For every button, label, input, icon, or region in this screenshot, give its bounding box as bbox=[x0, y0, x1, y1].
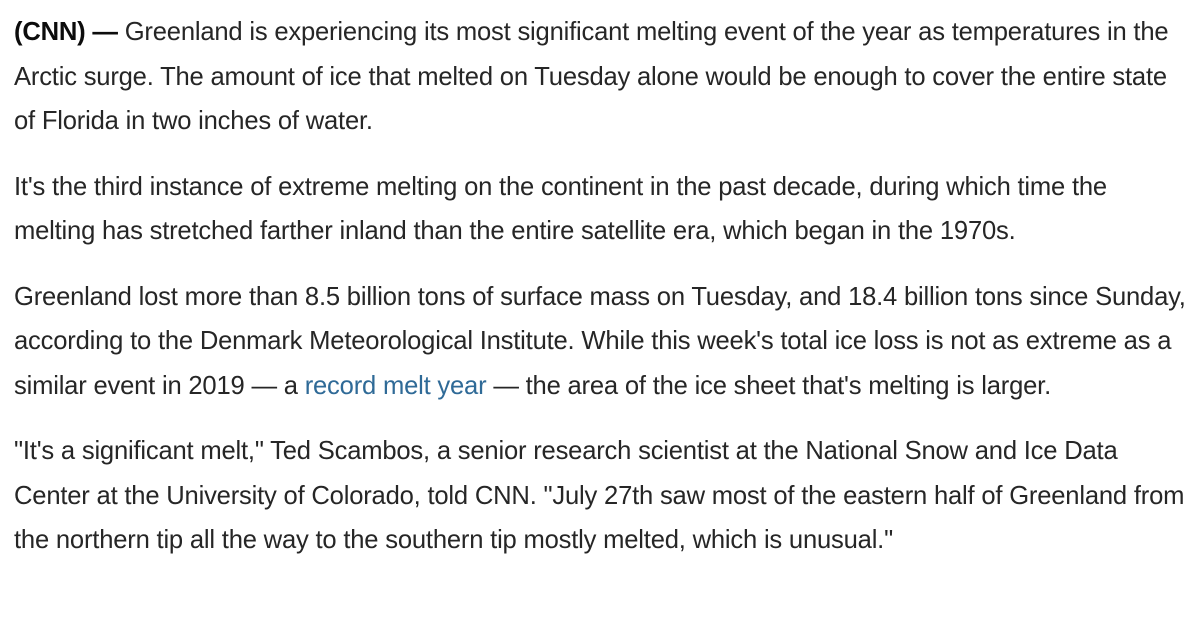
article-body: (CNN) — Greenland is experiencing its mo… bbox=[14, 10, 1186, 563]
article-paragraph-2: It's the third instance of extreme melti… bbox=[14, 165, 1186, 254]
paragraph-2-text: It's the third instance of extreme melti… bbox=[14, 172, 1107, 246]
article-paragraph-4: "It's a significant melt," Ted Scambos, … bbox=[14, 429, 1186, 563]
article-paragraph-1: (CNN) — Greenland is experiencing its mo… bbox=[14, 10, 1186, 144]
paragraph-4-text: "It's a significant melt," Ted Scambos, … bbox=[14, 437, 1185, 554]
paragraph-1-text: Greenland is experiencing its most signi… bbox=[14, 18, 1169, 135]
source-tag: (CNN) — bbox=[14, 18, 118, 46]
record-melt-year-link[interactable]: record melt year bbox=[304, 371, 487, 400]
paragraph-3-text-after-link: — the area of the ice sheet that's melti… bbox=[486, 371, 1051, 400]
paragraph-3-text-before-link: Greenland lost more than 8.5 billion ton… bbox=[14, 282, 1186, 400]
article-paragraph-3: Greenland lost more than 8.5 billion ton… bbox=[14, 275, 1186, 409]
